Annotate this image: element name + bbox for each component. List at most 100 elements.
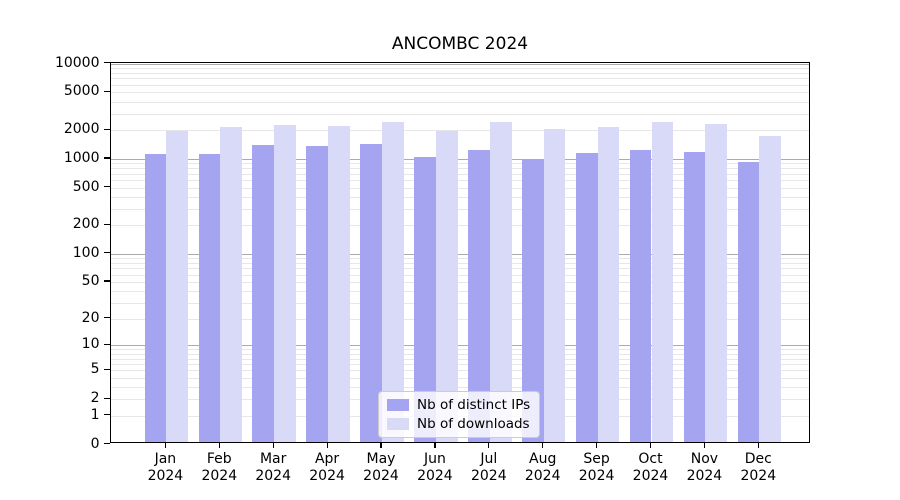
gridline-2000	[111, 130, 809, 132]
x-tick-label-may: May 2024	[363, 451, 399, 484]
gridline-7	[111, 358, 809, 360]
bar-downloads-mar	[274, 125, 296, 442]
y-tick-mark-500	[103, 185, 110, 188]
y-tick-label-0: 0	[90, 435, 100, 452]
gridline-4	[111, 378, 809, 379]
x-tick-mark-mar	[272, 443, 274, 448]
y-tick-mark-50	[103, 280, 110, 282]
y-tick-mark-1000	[103, 157, 110, 159]
y-tick-mark-20	[103, 317, 110, 319]
gridline-400	[111, 196, 809, 198]
legend-label-distinct-ips: Nb of distinct IPs	[417, 397, 531, 413]
bar-downloads-feb	[220, 127, 243, 442]
legend: Nb of distinct IPs Nb of downloads	[378, 391, 541, 438]
legend-item-distinct-ips: Nb of distinct IPs	[387, 397, 530, 413]
gridline-800	[111, 168, 809, 170]
gridline-40	[111, 291, 809, 292]
gridline-3000	[111, 113, 809, 115]
gridline-3	[111, 387, 809, 389]
x-tick-label-jan: Jan 2024	[147, 451, 184, 484]
x-tick-label-jul: Jul 2024	[470, 451, 507, 484]
x-tick-label-nov: Nov 2024	[686, 451, 723, 484]
gridline-9	[111, 349, 809, 351]
x-tick-label-aug: Aug 2024	[524, 451, 561, 484]
bar-downloads-apr	[328, 125, 350, 442]
gridline-1000	[111, 158, 809, 160]
bar-downloads-oct	[651, 122, 674, 442]
x-tick-label-dec: Dec 2024	[740, 451, 777, 484]
y-tick-label-1000: 1000	[63, 149, 100, 166]
bar-downloads-jun	[435, 131, 458, 442]
x-tick-label-apr: Apr 2024	[309, 451, 345, 484]
bar-downloads-jan	[166, 131, 189, 442]
y-tick-label-1: 1	[90, 406, 100, 423]
gridline-200	[111, 225, 809, 227]
x-tick-mark-jan	[164, 443, 167, 448]
bar-distinct-ips-jun	[414, 157, 436, 442]
x-tick-mark-apr	[326, 443, 328, 448]
gridline-70	[111, 268, 809, 270]
gridline-9000	[111, 68, 809, 70]
x-tick-label-jun: Jun 2024	[417, 451, 453, 484]
gridline-10	[111, 345, 809, 347]
gridline-4000	[111, 101, 809, 103]
gridline-6	[111, 364, 809, 365]
y-tick-label-5: 5	[90, 361, 100, 378]
gridline-8000	[111, 72, 809, 74]
gridline-6000	[111, 84, 809, 86]
gridline-90	[111, 258, 809, 259]
bar-downloads-jul	[489, 122, 512, 442]
gridline-8	[111, 353, 809, 355]
y-tick-mark-0	[103, 442, 110, 445]
y-tick-label-200: 200	[72, 216, 100, 233]
bar-distinct-ips-dec	[737, 161, 760, 442]
gridline-7000	[111, 78, 809, 80]
bar-distinct-ips-mar	[252, 144, 275, 442]
y-tick-mark-100	[103, 252, 110, 254]
bar-downloads-may	[382, 121, 404, 442]
legend-swatch-downloads	[387, 418, 409, 430]
bar-distinct-ips-jul	[468, 149, 490, 442]
x-tick-mark-dec	[757, 443, 759, 448]
y-tick-label-2000: 2000	[63, 121, 100, 138]
gridline-500	[111, 187, 809, 189]
legend-item-downloads: Nb of downloads	[387, 416, 530, 432]
bar-distinct-ips-aug	[521, 159, 544, 442]
x-tick-mark-sep	[596, 443, 598, 448]
gridline-60	[111, 274, 809, 276]
gridline-300	[111, 208, 809, 210]
x-tick-label-sep: Sep 2024	[578, 451, 615, 484]
bar-distinct-ips-may	[360, 143, 382, 442]
x-tick-label-mar: Mar 2024	[255, 451, 291, 484]
y-tick-label-50: 50	[81, 272, 100, 289]
y-tick-mark-10000	[103, 62, 110, 64]
y-tick-mark-2000	[103, 128, 110, 130]
y-tick-label-10000: 10000	[54, 54, 100, 71]
y-tick-mark-1	[103, 414, 110, 416]
gridline-100	[111, 253, 809, 255]
legend-swatch-distinct-ips	[387, 399, 409, 411]
bar-downloads-aug	[543, 129, 566, 442]
plot-area	[110, 62, 810, 443]
x-tick-mark-may	[380, 443, 382, 448]
gridline-20	[111, 318, 809, 320]
y-tick-label-100: 100	[72, 244, 100, 261]
x-tick-mark-jul	[488, 443, 490, 448]
gridline-5000	[111, 92, 809, 94]
y-tick-mark-5	[103, 368, 110, 371]
x-tick-label-oct: Oct 2024	[632, 451, 669, 484]
bar-downloads-dec	[759, 136, 782, 442]
gridline-900	[111, 163, 809, 165]
y-tick-mark-200	[103, 223, 110, 225]
x-tick-mark-jun	[434, 443, 436, 448]
y-tick-label-500: 500	[72, 178, 100, 195]
gridline-5	[111, 370, 809, 372]
y-tick-mark-10	[103, 343, 110, 346]
bar-distinct-ips-jan	[144, 154, 167, 442]
x-tick-mark-oct	[649, 443, 652, 448]
bar-distinct-ips-nov	[683, 151, 706, 442]
gridline-10000	[111, 63, 809, 65]
x-tick-mark-feb	[218, 443, 220, 448]
y-tick-label-10: 10	[81, 336, 100, 353]
